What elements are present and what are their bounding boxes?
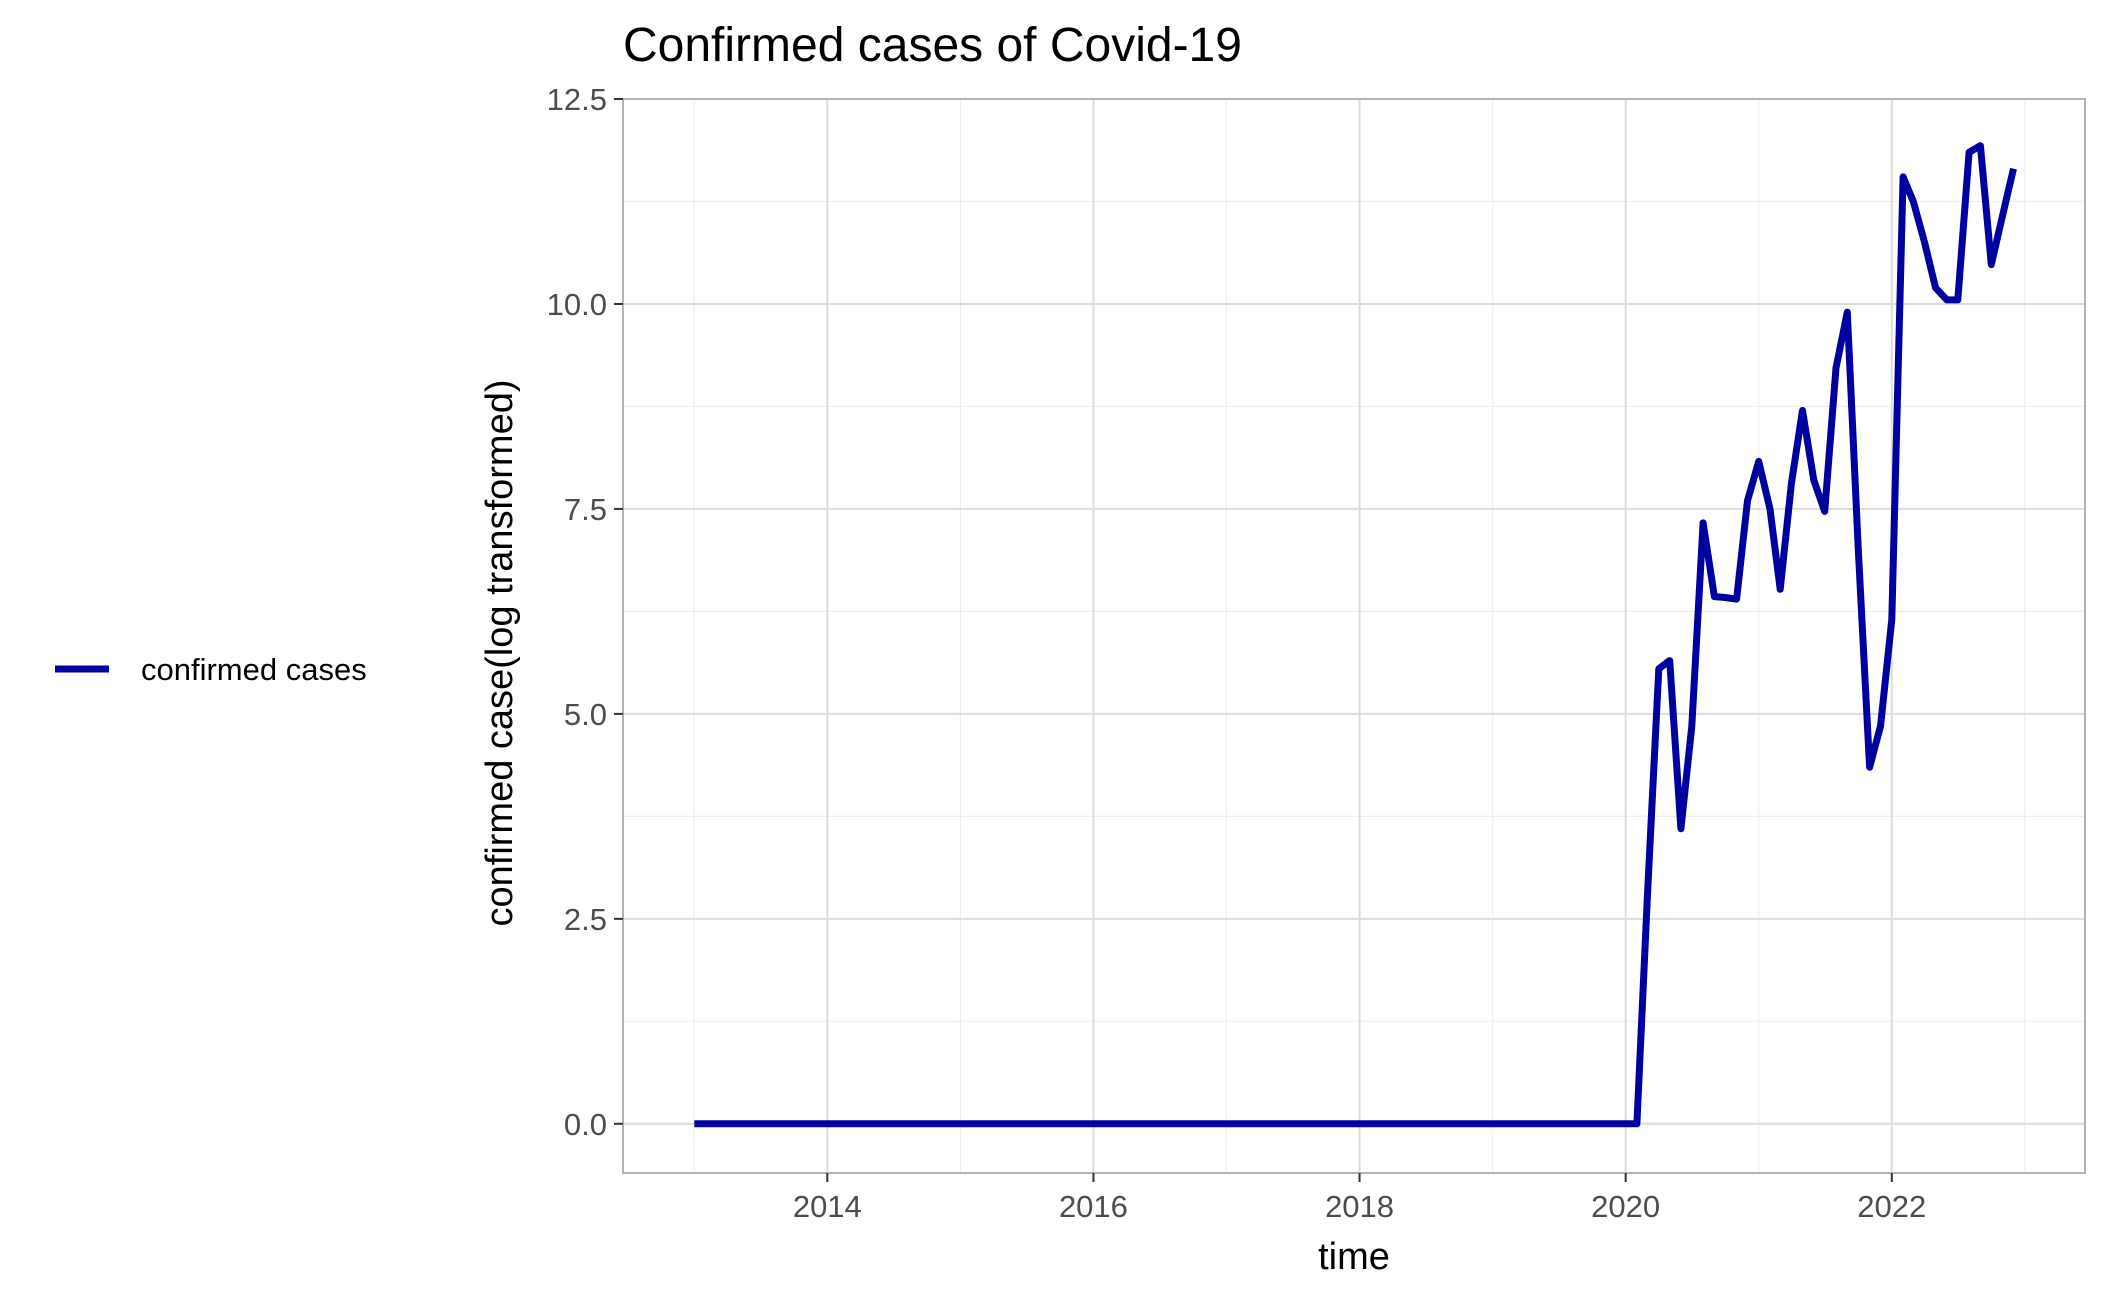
- y-tick-label: 5.0: [564, 697, 607, 732]
- x-axis: 2014 2016 2018 2020 2022: [793, 1173, 1926, 1224]
- x-tick-label: 2018: [1325, 1189, 1394, 1224]
- y-axis-title: confirmed case(log transformed): [479, 380, 521, 927]
- x-axis-title: time: [1318, 1236, 1390, 1278]
- y-tick-label: 0.0: [564, 1107, 607, 1142]
- x-tick-label: 2020: [1591, 1189, 1660, 1224]
- y-tick-label: 7.5: [564, 492, 607, 527]
- legend: confirmed cases: [55, 652, 367, 687]
- plot-panel-border: [622, 98, 2086, 1174]
- y-tick-label: 10.0: [547, 287, 607, 322]
- y-tick-label: 12.5: [547, 82, 607, 117]
- x-tick-label: 2022: [1857, 1189, 1926, 1224]
- y-tick-label: 2.5: [564, 902, 607, 937]
- x-tick-label: 2016: [1059, 1189, 1128, 1224]
- y-axis: 0.0 2.5 5.0 7.5 10.0 12.5: [547, 82, 623, 1142]
- chart-title: Confirmed cases of Covid-19: [623, 19, 1242, 72]
- series-line-confirmed-cases: [694, 142, 2017, 1128]
- series-layer: [694, 142, 2017, 1128]
- x-tick-label: 2014: [793, 1189, 862, 1224]
- legend-label-confirmed-cases: confirmed cases: [141, 652, 367, 687]
